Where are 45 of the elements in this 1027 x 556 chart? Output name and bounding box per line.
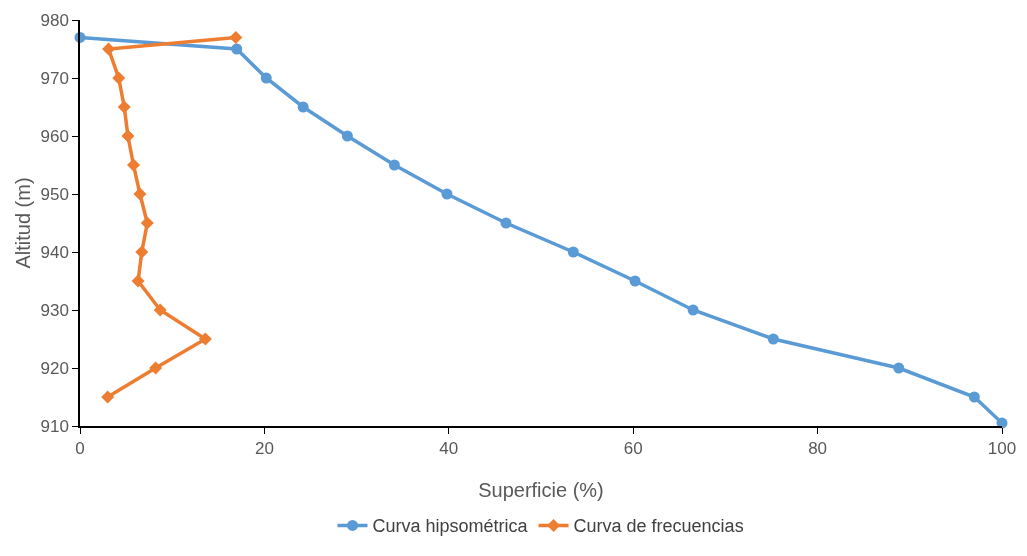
point xyxy=(893,362,905,374)
y-tick-label: 980 xyxy=(40,10,69,30)
point xyxy=(133,187,147,201)
point xyxy=(968,391,980,403)
point xyxy=(388,159,400,171)
y-tick-label: 930 xyxy=(40,300,69,320)
point xyxy=(229,30,243,44)
point xyxy=(198,332,212,346)
x-tick-label: 40 xyxy=(439,439,459,459)
point xyxy=(101,390,115,404)
point xyxy=(629,275,641,287)
x-tick-label: 0 xyxy=(75,439,85,459)
x-tick-label: 60 xyxy=(623,439,643,459)
point xyxy=(112,71,126,85)
y-tick-label: 940 xyxy=(40,242,69,262)
x-tick-label: 20 xyxy=(254,439,274,459)
point xyxy=(153,303,167,317)
point xyxy=(117,100,131,114)
point xyxy=(341,130,353,142)
point xyxy=(767,333,779,345)
x-axis-title: Superficie (%) xyxy=(478,478,604,501)
point xyxy=(567,246,579,258)
point xyxy=(231,43,243,55)
point xyxy=(121,129,135,143)
point xyxy=(500,217,512,229)
point xyxy=(102,42,116,56)
point xyxy=(135,245,149,259)
legend-label: Curva de frecuencias xyxy=(573,516,744,537)
x-tick-label: 80 xyxy=(808,439,828,459)
y-tick-label: 960 xyxy=(40,126,69,146)
y-axis-title: Altitud (m) xyxy=(11,177,34,269)
point xyxy=(131,274,145,288)
y-tick-label: 970 xyxy=(40,68,69,88)
y-tick-label: 920 xyxy=(40,358,69,378)
y-tick-label: 910 xyxy=(40,416,69,436)
point xyxy=(126,158,140,172)
x-tick-label: 100 xyxy=(987,439,1017,459)
point xyxy=(260,72,272,84)
point xyxy=(687,304,699,316)
point xyxy=(297,101,309,113)
y-tick-label: 950 xyxy=(40,184,69,204)
point xyxy=(441,188,453,200)
point xyxy=(140,216,154,230)
legend-label: Curva hipsométrica xyxy=(372,516,529,537)
point xyxy=(149,361,163,375)
